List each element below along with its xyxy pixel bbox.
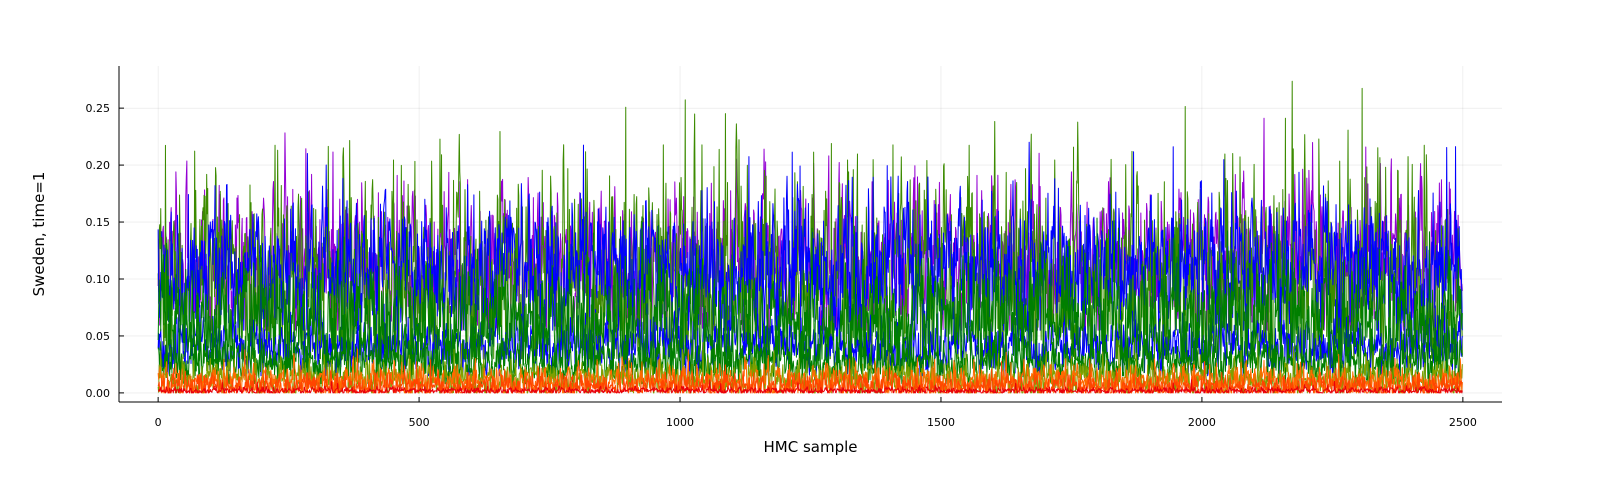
x-ticks: 0 500 1000 1500 2000 2500 (155, 397, 1477, 429)
y-tick-label: 0.20 (86, 159, 111, 172)
x-tick-label: 0 (155, 416, 162, 429)
x-tick-label: 1500 (927, 416, 955, 429)
y-ticks: 0.00 0.05 0.10 0.15 0.20 0.25 (86, 102, 124, 400)
series-5-trace (157, 216, 1463, 377)
series-3-trace (157, 141, 1463, 331)
y-tick-label: 0.10 (86, 273, 111, 286)
x-tick-label: 1000 (666, 416, 694, 429)
x-tick-label: 2000 (1188, 416, 1216, 429)
y-tick-label: 0.05 (86, 330, 111, 343)
series-layer (157, 80, 1463, 394)
axes (118, 66, 1502, 403)
x-tick-label: 2500 (1449, 416, 1477, 429)
y-axis-title: Sweden, time=1 (30, 172, 48, 297)
y-tick-label: 0.15 (86, 216, 111, 229)
y-tick-label: 0.00 (86, 387, 111, 400)
series-10-trace (157, 379, 1463, 394)
x-axis-title: HMC sample (764, 438, 858, 456)
y-tick-label: 0.25 (86, 102, 111, 115)
x-tick-label: 500 (409, 416, 430, 429)
series-9-trace (157, 358, 1463, 394)
